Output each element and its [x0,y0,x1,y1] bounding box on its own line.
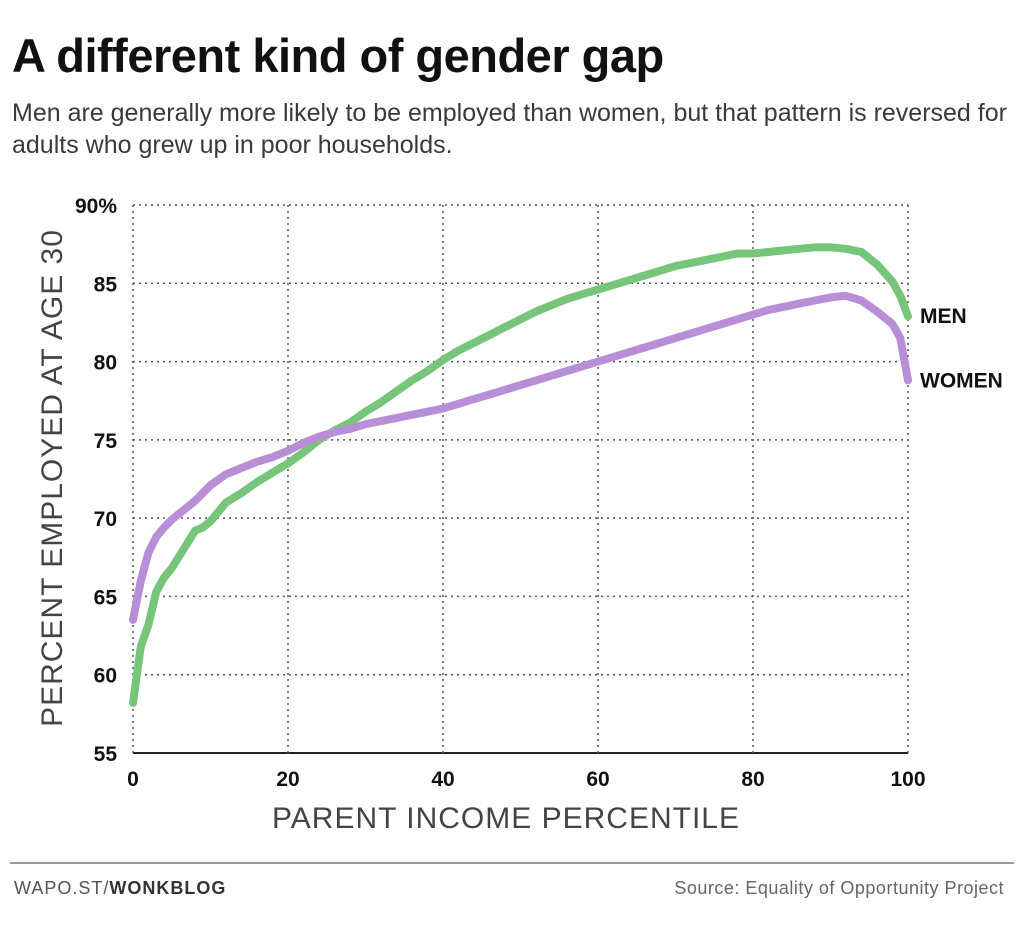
x-axis-label: PARENT INCOME PERCENTILE [272,802,740,835]
footer-divider [10,862,1014,864]
footer-section: WONKBLOG [109,878,227,898]
x-tick-label: 40 [431,768,454,791]
footer-credit: WAPO.ST/WONKBLOG [14,878,226,899]
axis-ticks: 55 60 65 70 75 80 85 90% 0 20 40 60 80 100 [75,195,926,791]
gridlines [132,204,909,754]
y-tick-label: 85 [94,273,118,296]
series-lines: MEN WOMEN [129,243,1003,707]
series-label-women: WOMEN [920,369,1003,392]
line-chart: MEN WOMEN 55 60 65 70 75 80 85 90% 0 20 40 60 80 100 P… [36,195,1003,835]
y-tick-label: 75 [94,430,118,453]
x-tick-label: 60 [586,768,609,791]
x-tick-label: 0 [127,768,139,791]
y-tick-label: 55 [94,743,118,766]
x-tick-label: 80 [741,768,764,791]
y-tick-label: 65 [94,586,118,609]
y-tick-label: 70 [94,508,117,531]
series-line-men [129,243,912,707]
y-tick-label: 80 [94,352,117,375]
y-axis-label: PERCENT EMPLOYED AT AGE 30 [36,229,69,727]
y-tick-label: 90% [75,195,117,218]
x-tick-label: 100 [890,768,925,791]
footer-site: WAPO.ST/ [14,878,110,898]
chart-title: A different kind of gender gap [12,29,664,82]
footer-source: Source: Equality of Opportunity Project [674,878,1004,898]
chart-subtitle: Men are generally more likely to be empl… [12,99,1007,159]
series-line-women [129,291,912,624]
y-tick-label: 60 [94,665,117,688]
series-label-men: MEN [920,305,967,328]
x-tick-label: 20 [276,768,299,791]
